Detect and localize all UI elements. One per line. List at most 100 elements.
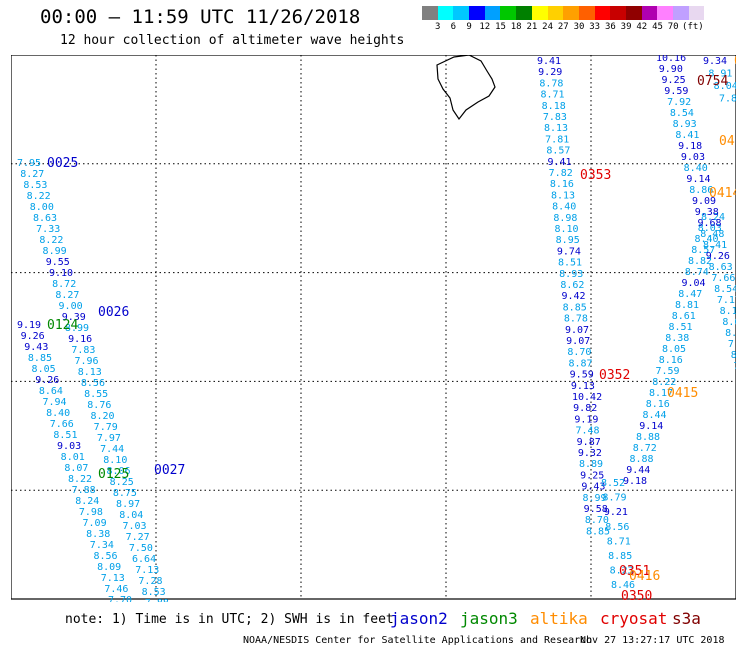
legend-swatch xyxy=(500,6,517,20)
satellite-legend-entry: altika xyxy=(530,609,588,628)
wave-height-value: 9.03 xyxy=(681,152,705,163)
wave-height-value: 8.48 xyxy=(700,229,724,240)
wave-height-value: 9.25 xyxy=(662,75,686,86)
wave-height-value: 8.38 xyxy=(86,529,110,540)
wave-height-value: 8.22 xyxy=(39,235,63,246)
legend-swatch xyxy=(594,6,611,20)
wave-height-value: 8.93 xyxy=(673,119,697,130)
wave-height-value: 9.26 xyxy=(21,331,45,342)
wave-height-value: 8.52 xyxy=(601,478,625,489)
wave-height-value: 9.16 xyxy=(68,334,92,345)
wave-height-value: 8.05 xyxy=(662,344,686,355)
wave-height-value: 8.74 xyxy=(685,267,709,278)
wave-height-value: 8.20 xyxy=(90,411,114,422)
wave-height-value: 8.16 xyxy=(646,399,670,410)
wave-height-value: 8.99 xyxy=(583,493,607,504)
legend-label: 45 xyxy=(652,22,663,32)
wave-height-value: 8.55 xyxy=(84,389,108,400)
wave-height-value: 7.98 xyxy=(79,507,103,518)
pass-time-label: 0027 xyxy=(154,463,185,478)
wave-height-value: 8.88 xyxy=(630,454,654,465)
wave-height-value: 8.27 xyxy=(55,290,79,301)
wave-height-value: 8.51 xyxy=(669,322,693,333)
pass-time-label: 0351 xyxy=(619,564,650,579)
legend-label: 30 xyxy=(573,22,585,32)
wave-height-value: 8.13 xyxy=(551,190,575,201)
wave-height-value: 8.85 xyxy=(28,353,52,364)
wave-height-value: 7.92 xyxy=(667,97,691,108)
wave-height-value: 8.54 xyxy=(714,284,736,295)
pass-time-label: 0125 xyxy=(98,467,129,482)
wave-height-value: 8.72 xyxy=(633,443,657,454)
wave-height-value: 9.74 xyxy=(557,246,581,257)
wave-height-value: 8.99 xyxy=(43,246,67,257)
legend-label: 12 xyxy=(479,22,491,32)
wave-height-value: 9.58 xyxy=(584,504,608,515)
legend-swatch xyxy=(422,6,438,20)
wave-height-value: 8.95 xyxy=(556,235,580,246)
wave-height-value: 8.91 xyxy=(708,69,732,80)
wave-height-value: 7.70 xyxy=(733,361,736,372)
wave-height-value: 8.40 xyxy=(695,234,719,245)
wave-height-value: 8.98 xyxy=(553,213,577,224)
wave-height-value: 8.75 xyxy=(113,488,137,499)
wave-height-value: 7.66 xyxy=(50,419,74,430)
wave-height-value: 7.86 xyxy=(719,94,736,105)
wave-height-value: 9.32 xyxy=(578,448,602,459)
wave-height-value: 9.07 xyxy=(566,336,590,347)
wave-height-value: 9.38 xyxy=(695,207,719,218)
wave-height-value: 8.22 xyxy=(725,328,736,339)
wave-height-value: 7.82 xyxy=(549,168,573,179)
wave-height-value: 8.40 xyxy=(46,408,70,419)
pass-time-label: 0350 xyxy=(621,589,652,602)
wave-height-value: 8.93 xyxy=(559,269,583,280)
island-outline xyxy=(436,55,496,121)
legend-swatch xyxy=(610,6,626,20)
wave-height-value: 9.34 xyxy=(703,56,727,67)
satellite-legend-entry: jason2 xyxy=(390,609,448,628)
wave-height-value: 8.89 xyxy=(579,459,603,470)
wave-height-value: 8.41 xyxy=(675,130,699,141)
legend-swatch xyxy=(484,6,501,20)
legend-label: (ft) xyxy=(682,22,704,32)
map-subtitle: 12 hour collection of altimeter wave hei… xyxy=(60,33,405,48)
wave-height-value: 7.34 xyxy=(90,540,114,551)
wave-height-value: 9.29 xyxy=(538,67,562,78)
wave-height-value: 8.56 xyxy=(605,522,629,533)
wave-height-value: 8.85 xyxy=(586,526,610,537)
satellite-legend-entry: jason3 xyxy=(460,609,518,628)
wave-height-value: 8.97 xyxy=(116,499,140,510)
wave-height-value: 8.67 xyxy=(722,317,736,328)
wave-height-value: 8.86 xyxy=(689,185,713,196)
wave-height-value: 8.13 xyxy=(78,367,102,378)
wave-height-value: 9.90 xyxy=(659,64,683,75)
wave-height-value: 8.72 xyxy=(52,279,76,290)
wave-height-value: 8.76 xyxy=(87,400,111,411)
pass-time-label: 0353 xyxy=(580,168,611,183)
wave-height-value: 9.59 xyxy=(664,86,688,97)
legend-swatch xyxy=(531,6,548,20)
wave-height-value: 8.00 xyxy=(30,202,54,213)
wave-height-value: 8.56 xyxy=(81,378,105,389)
wave-height-value: 10.42 xyxy=(572,392,602,403)
pass-time-label: 0414 xyxy=(709,186,736,201)
wave-height-value: 9.07 xyxy=(565,325,589,336)
wave-height-value: 8.85 xyxy=(563,302,587,313)
wave-height-value: 8.17 xyxy=(649,388,673,399)
wave-height-value: 9.10 xyxy=(49,268,73,279)
latitude-tick-label: 10 xyxy=(11,595,12,602)
map-frame xyxy=(11,55,736,600)
footer-note: note: 1) Time is in UTC; 2) SWH is in fe… xyxy=(65,612,394,627)
wave-height-value: 8.22 xyxy=(27,191,51,202)
wave-height-value: 9.21 xyxy=(604,507,628,518)
legend-label: 3 xyxy=(434,22,441,32)
wave-height-value: 8.99 xyxy=(65,323,89,334)
pass-time-label: 0416 xyxy=(629,569,660,584)
legend-label: 36 xyxy=(604,22,616,32)
latitude-tick-label: 16 xyxy=(11,269,12,279)
wave-height-value: 9.19 xyxy=(574,414,598,425)
legend-swatch xyxy=(547,6,564,20)
legend-label: 18 xyxy=(510,22,522,32)
wave-height-value: 7.96 xyxy=(75,356,99,367)
satellite-legend-entry: cryosat xyxy=(600,609,668,628)
